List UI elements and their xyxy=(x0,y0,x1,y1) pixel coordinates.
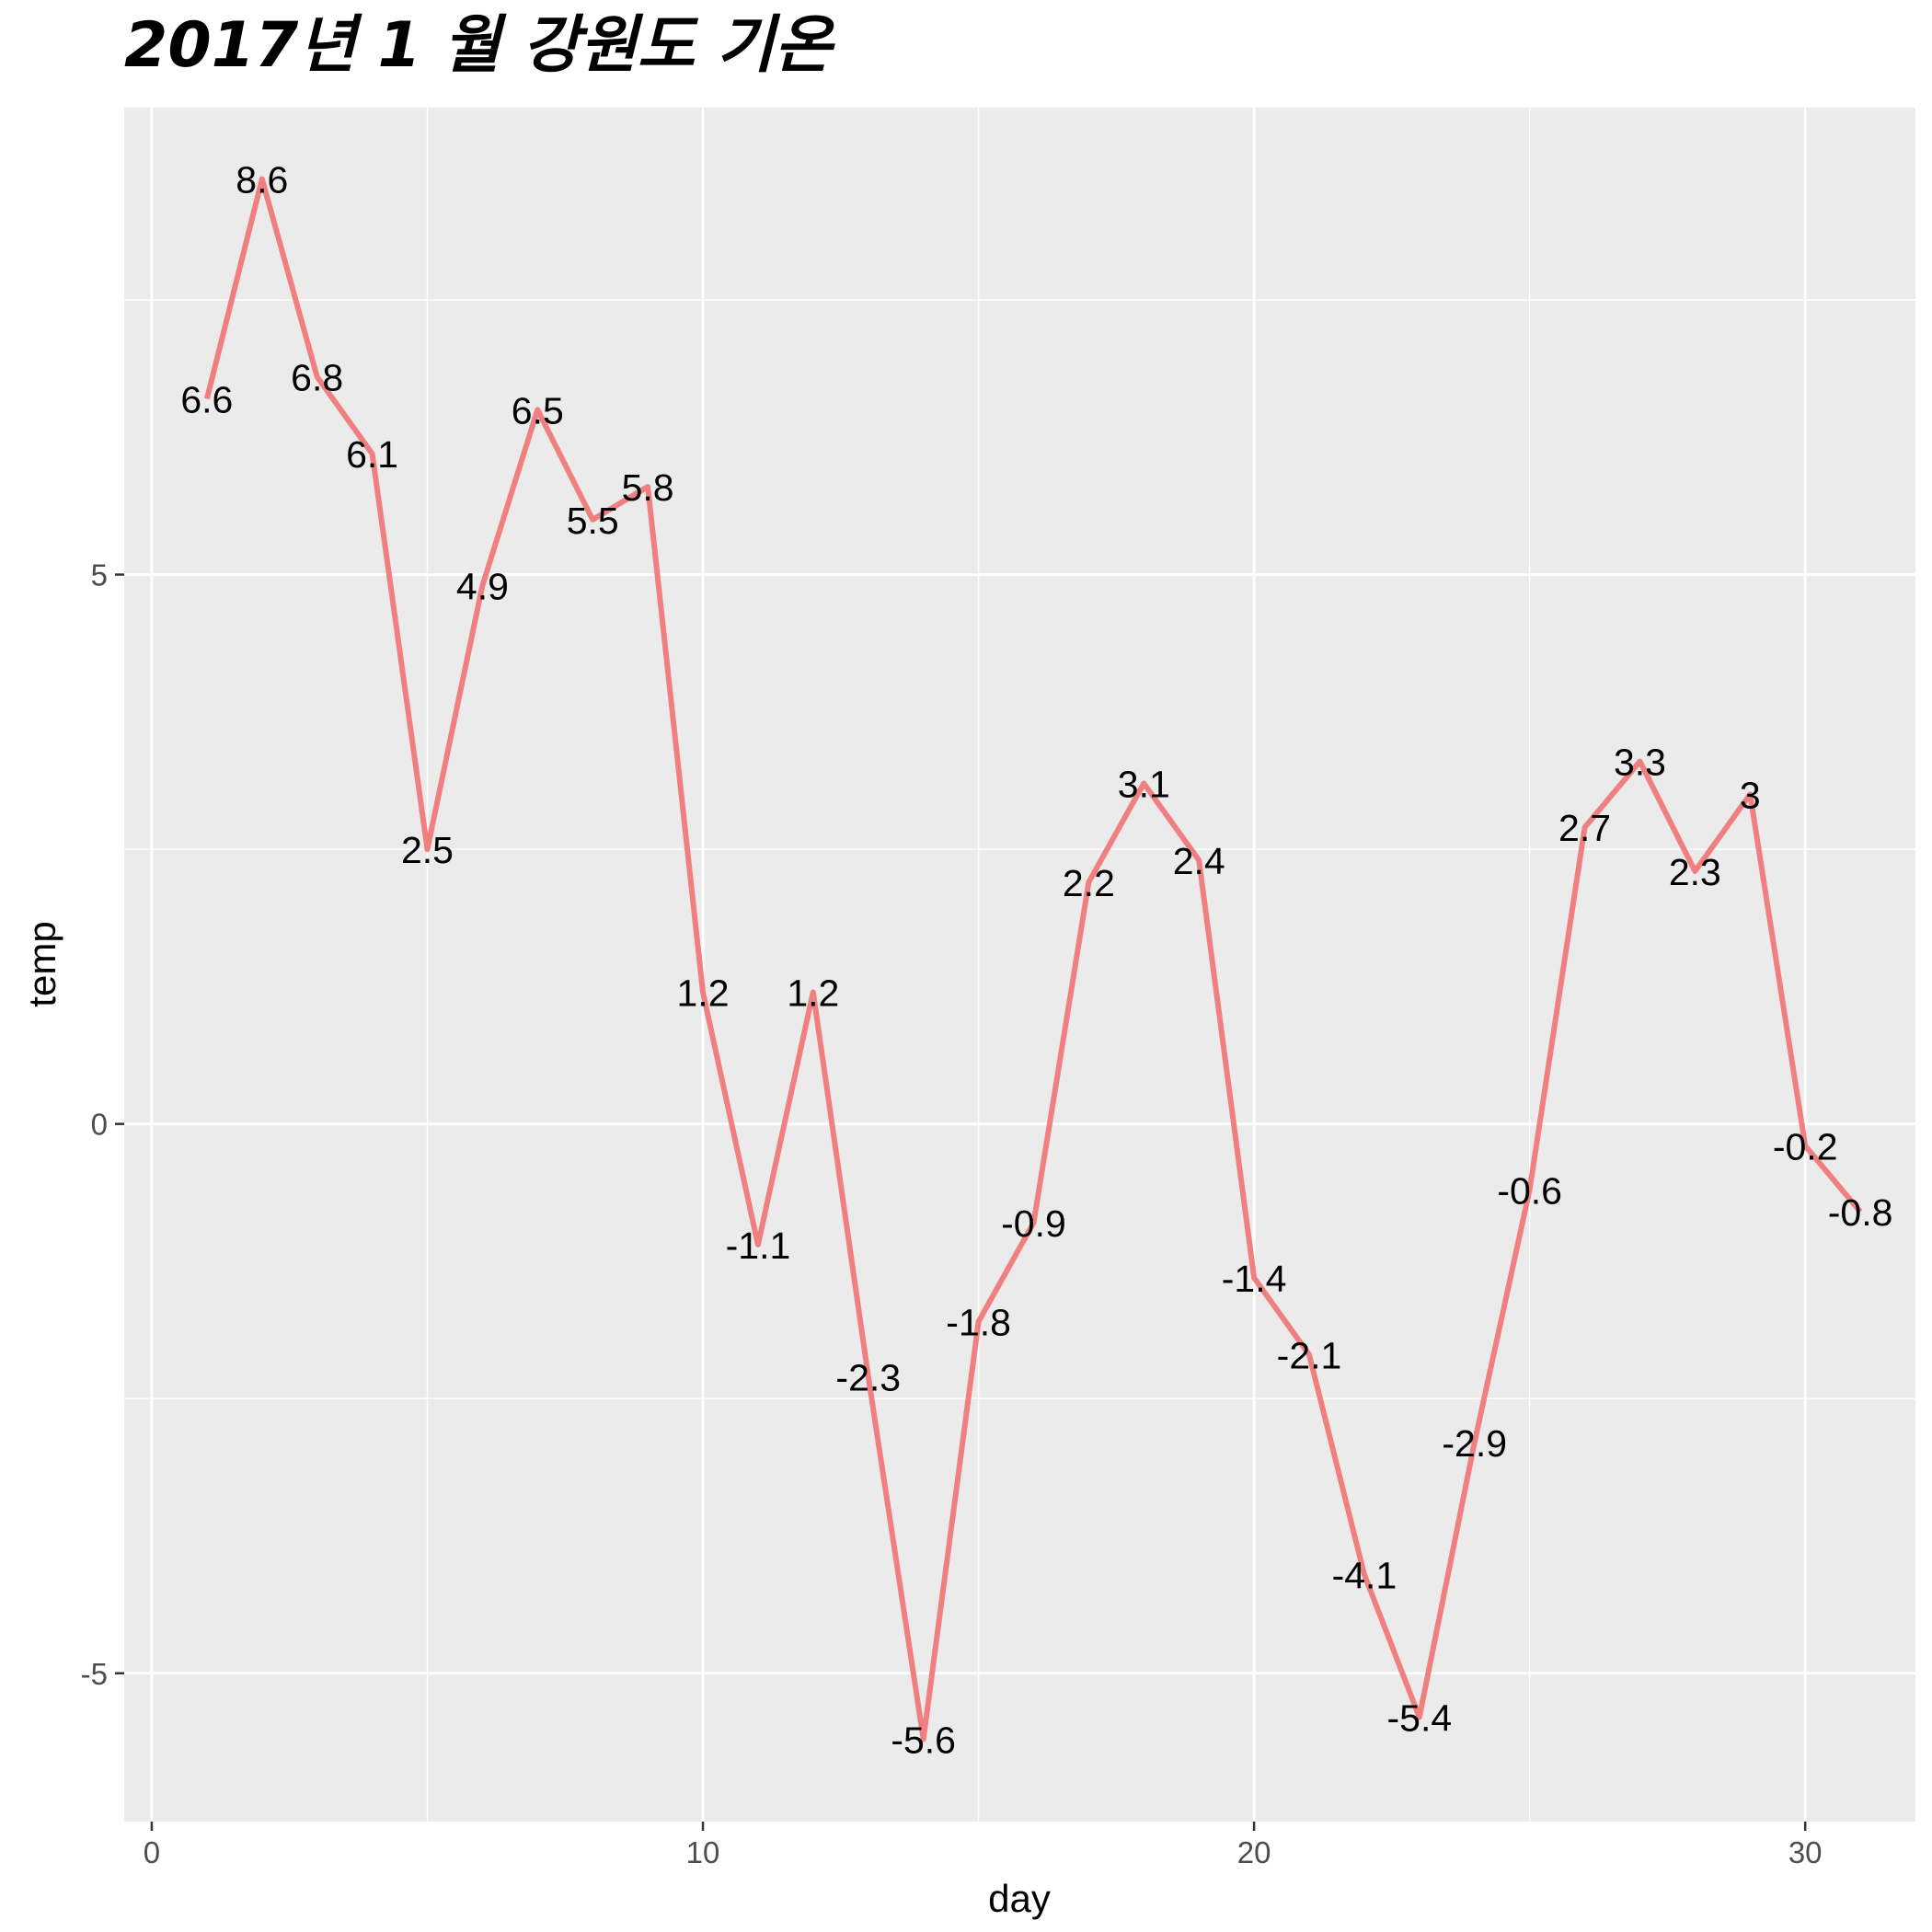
chart-title: 2017년 1 월 강원도 기온 xyxy=(124,9,836,82)
data-label: -5.4 xyxy=(1387,1697,1453,1740)
data-label: 3 xyxy=(1740,774,1761,816)
data-label: -4.1 xyxy=(1332,1554,1397,1596)
series-line xyxy=(203,176,1863,1742)
data-label: -2.3 xyxy=(835,1356,901,1398)
data-label: -2.1 xyxy=(1277,1334,1342,1376)
data-label: -0.8 xyxy=(1828,1191,1893,1234)
x-axis: 0 10 20 30 xyxy=(144,1822,1823,1869)
data-label: 2.2 xyxy=(1063,862,1115,904)
x-axis-title: day xyxy=(988,1877,1051,1920)
data-label: -0.6 xyxy=(1497,1169,1562,1212)
data-label: 6.8 xyxy=(291,357,343,399)
data-label: -5.6 xyxy=(891,1719,956,1761)
data-label: -1.4 xyxy=(1222,1258,1287,1300)
data-label: 1.2 xyxy=(787,972,839,1014)
data-label: 1.2 xyxy=(677,972,730,1014)
y-tick-label: -5 xyxy=(81,1657,108,1691)
data-label: -2.9 xyxy=(1442,1422,1507,1465)
data-label: 6.6 xyxy=(180,378,233,420)
data-label: 2.3 xyxy=(1669,851,1721,893)
plot-panel xyxy=(124,108,1915,1822)
data-label: 6.5 xyxy=(512,389,564,431)
data-label: 2.4 xyxy=(1173,840,1225,882)
data-label: 6.1 xyxy=(346,433,398,476)
data-label: 5.8 xyxy=(622,466,674,509)
data-label: 2.5 xyxy=(401,829,454,871)
data-label: -0.2 xyxy=(1773,1126,1838,1168)
y-tick-label: 0 xyxy=(91,1108,108,1142)
data-label: 4.9 xyxy=(456,565,509,607)
x-tick-label: 20 xyxy=(1237,1835,1271,1869)
data-label: -1.8 xyxy=(946,1302,1011,1344)
x-tick-label: 10 xyxy=(686,1835,720,1869)
y-axis: -5 0 5 xyxy=(81,558,124,1691)
data-label: -0.9 xyxy=(1001,1202,1066,1245)
data-label: 3.1 xyxy=(1118,763,1170,805)
y-tick-label: 5 xyxy=(91,558,108,592)
x-tick-label: 0 xyxy=(144,1835,160,1869)
data-label: 8.6 xyxy=(236,159,288,201)
data-label: 3.3 xyxy=(1614,742,1666,784)
series-line-group xyxy=(203,176,1863,1742)
data-label: 2.7 xyxy=(1558,807,1611,849)
data-label: 5.5 xyxy=(567,500,619,542)
y-axis-title: temp xyxy=(20,921,63,1006)
data-labels: 6.6 8.6 6.86.1 2.5 4.9 6.5 5.55.8 1.2 -1.1 1.2 -2.… xyxy=(180,159,1892,1762)
minor-grid xyxy=(124,108,1915,1822)
data-label: -1.1 xyxy=(726,1225,791,1267)
x-tick-label: 30 xyxy=(1788,1835,1823,1869)
major-grid xyxy=(124,108,1915,1822)
